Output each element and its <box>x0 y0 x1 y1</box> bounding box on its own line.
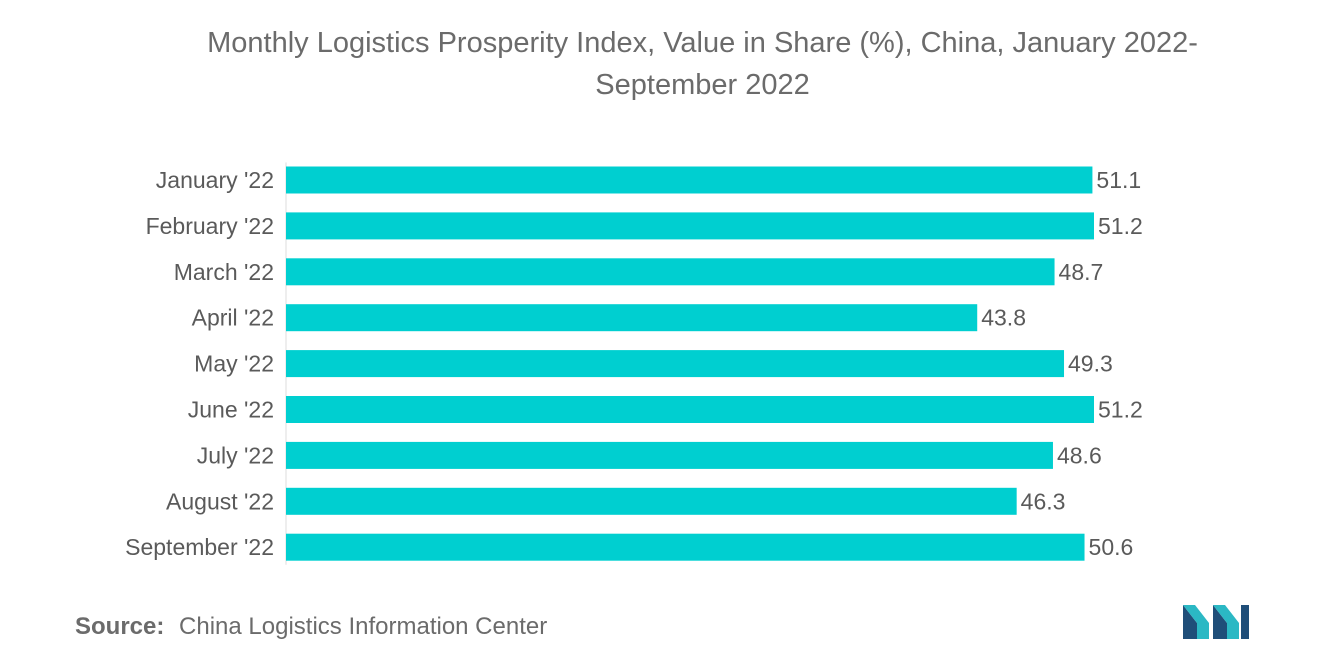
bar <box>286 166 1093 194</box>
value-label: 51.2 <box>1098 213 1143 239</box>
value-label: 51.1 <box>1096 167 1141 193</box>
category-label: September '22 <box>125 534 274 560</box>
bar <box>286 533 1085 561</box>
value-label: 48.7 <box>1059 259 1104 285</box>
bar <box>286 487 1017 515</box>
value-label: 48.6 <box>1057 442 1102 468</box>
value-label: 51.2 <box>1098 397 1143 423</box>
mordor-intelligence-logo-icon <box>1183 605 1249 639</box>
logo-shape-left <box>1183 605 1197 639</box>
bar <box>286 304 978 332</box>
bar-chart: January '22 51.1 February '22 51.2 March '22… <box>125 162 1143 565</box>
bar <box>286 441 1053 469</box>
category-label: July '22 <box>197 442 274 468</box>
value-label: 49.3 <box>1068 351 1113 377</box>
category-label: August '22 <box>166 488 274 514</box>
value-label: 43.8 <box>981 305 1026 331</box>
bar <box>286 350 1065 378</box>
source-line: Source: China Logistics Information Cent… <box>75 613 547 641</box>
logo-shape-mid-left <box>1183 605 1209 639</box>
logo-shape-end <box>1241 605 1249 639</box>
category-label: January '22 <box>156 167 274 193</box>
category-label: June '22 <box>188 397 274 423</box>
logo-shape-right <box>1213 605 1239 639</box>
chart-title: Monthly Logistics Prosperity Index, Valu… <box>207 27 1198 101</box>
bar <box>286 396 1094 423</box>
bar <box>286 258 1055 286</box>
value-label: 50.6 <box>1089 534 1134 560</box>
source-label: Source: <box>75 613 165 640</box>
category-label: February '22 <box>146 213 274 239</box>
source-text: China Logistics Information Center <box>179 613 548 640</box>
category-label: March '22 <box>174 259 274 285</box>
logo-shape-mid-right <box>1213 605 1227 639</box>
category-label: May '22 <box>194 351 274 377</box>
value-label: 46.3 <box>1021 488 1066 514</box>
category-label: April '22 <box>192 305 274 331</box>
bar <box>286 212 1094 240</box>
